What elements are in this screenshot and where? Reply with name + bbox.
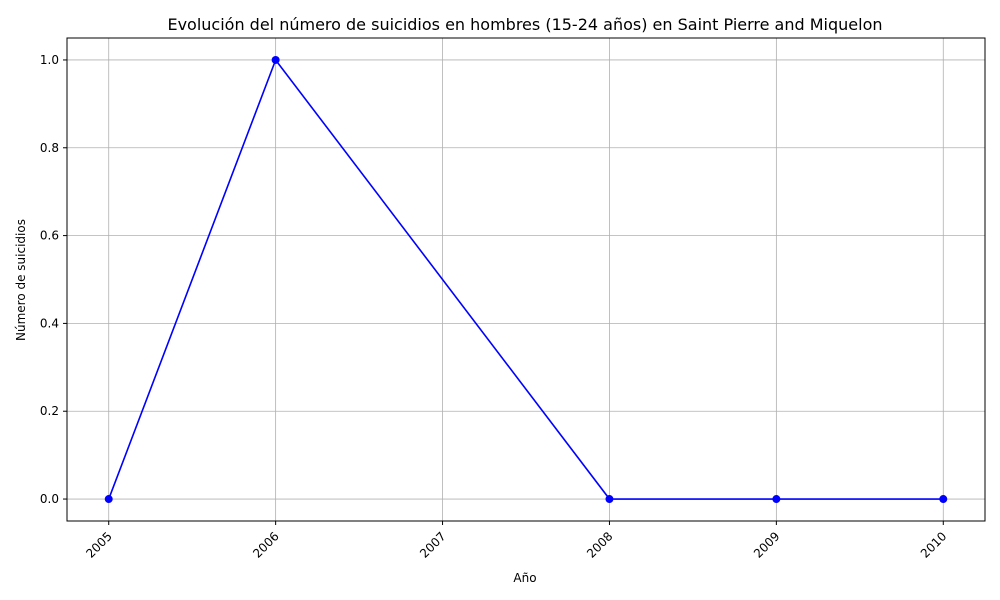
x-axis-ticks: 2005 2006 2007 2008 2009 2010 [83, 521, 949, 561]
grid [67, 38, 985, 521]
series-layer [104, 55, 948, 504]
y-axis-ticks: 0.0 0.2 0.4 0.6 0.8 1.0 [40, 53, 67, 506]
x-tick-label: 2008 [584, 529, 615, 560]
data-point [939, 495, 948, 504]
y-tick-label: 0.2 [40, 404, 59, 418]
data-point [271, 55, 280, 64]
y-tick-label: 0.8 [40, 141, 59, 155]
y-tick-label: 0.0 [40, 492, 59, 506]
y-axis-label: Número de suicidios [14, 219, 28, 341]
plot-area [67, 38, 985, 521]
x-tick-label: 2007 [417, 529, 448, 560]
y-tick-label: 0.6 [40, 229, 59, 243]
x-tick-label: 2009 [751, 529, 782, 560]
y-tick-label: 0.4 [40, 316, 59, 330]
data-point [605, 495, 614, 504]
data-point [772, 495, 781, 504]
x-tick-label: 2010 [918, 529, 949, 560]
x-axis-label: Año [513, 571, 536, 585]
x-tick-label: 2006 [250, 529, 281, 560]
chart-title: Evolución del número de suicidios en hom… [167, 15, 882, 34]
data-point [104, 495, 113, 504]
plot-frame [66, 37, 986, 522]
x-tick-label: 2005 [83, 529, 114, 560]
y-tick-label: 1.0 [40, 53, 59, 67]
